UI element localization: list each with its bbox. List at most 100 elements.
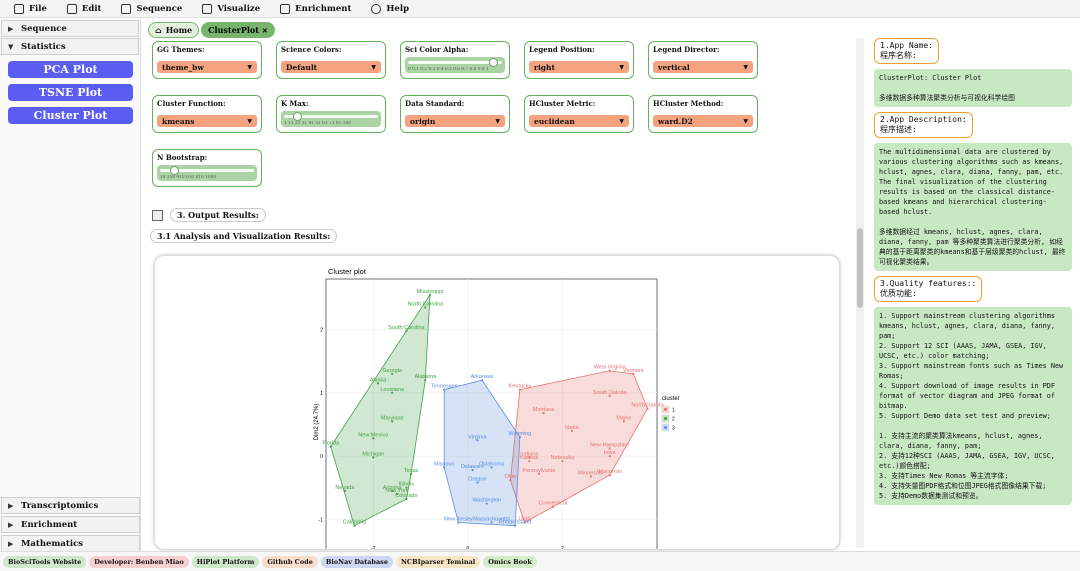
science-colors-value: Default bbox=[286, 62, 318, 72]
point-label: Texas bbox=[404, 468, 419, 474]
point-pennsylvania bbox=[537, 472, 540, 475]
slider-ticks: 10 210 410 610 810 1000 bbox=[160, 175, 217, 180]
footer-links: BioSciTools Website Developer: Benben Mi… bbox=[0, 551, 1080, 571]
point-florida bbox=[329, 445, 332, 448]
scroll-thumb[interactable] bbox=[857, 228, 863, 308]
slider-handle[interactable] bbox=[292, 112, 302, 121]
k-max-slider[interactable]: 1 11 21 31 41 51 61 71 81 100 bbox=[281, 111, 381, 127]
tab-clusterplot[interactable]: ClusterPlot ✕ bbox=[201, 22, 275, 38]
hcluster-method-select[interactable]: ward.D2 ▼ bbox=[653, 115, 753, 127]
point-label: Pennsylvania bbox=[522, 468, 556, 474]
point-label: Michigan bbox=[362, 451, 384, 457]
sidebar-section-mathematics[interactable]: ▶ Mathematics bbox=[1, 535, 140, 552]
menu-sequence[interactable]: Sequence bbox=[121, 3, 183, 14]
point-label: Florida bbox=[322, 441, 340, 447]
sidebar-section-label: Statistics bbox=[21, 41, 66, 52]
point-label: Colorado bbox=[395, 493, 417, 499]
legend-position-select[interactable]: right ▼ bbox=[529, 61, 629, 73]
point-label: Arkansas bbox=[471, 374, 494, 380]
point-label: Vermont bbox=[623, 368, 644, 374]
footer-link-developer[interactable]: Developer: Benben Miao bbox=[89, 555, 189, 568]
tab-home[interactable]: ⌂ Home bbox=[148, 22, 200, 38]
x-tick-label: 0 bbox=[466, 546, 469, 550]
point-colorado bbox=[405, 498, 408, 501]
point-nevada bbox=[343, 489, 347, 493]
plot-card: Cluster plot Dim2 (24.7%) Mississippi Nor… bbox=[154, 255, 840, 550]
info-panel: 1.App Name: 程序名称: ClusterPlot: Cluster P… bbox=[866, 38, 1080, 548]
point-label: Virginia bbox=[468, 434, 487, 440]
cluster-function-value: kmeans bbox=[162, 116, 195, 126]
menu-enrichment[interactable]: Enrichment bbox=[280, 3, 351, 14]
point-oregon bbox=[476, 481, 479, 484]
point-label: Montana bbox=[533, 407, 555, 413]
sidebar-section-sequence[interactable]: ▶ Sequence bbox=[1, 20, 139, 37]
point-new-mexico bbox=[372, 437, 375, 440]
menu-help[interactable]: Help bbox=[371, 3, 409, 14]
point-new-york bbox=[395, 492, 399, 496]
point-label: Mississippi bbox=[417, 289, 444, 295]
menu-visualize-label: Visualize bbox=[217, 3, 261, 14]
sci-color-alpha-label: Sci Color Alpha: bbox=[405, 45, 469, 54]
point-maine bbox=[622, 420, 625, 423]
hcluster-metric-select[interactable]: euclidean ▼ bbox=[529, 115, 629, 127]
point-label: Wisconsin bbox=[597, 469, 622, 475]
point-label: Louisiana bbox=[380, 387, 404, 393]
point-label: Minnesota bbox=[578, 470, 604, 476]
point-label: New Jersey bbox=[444, 517, 473, 523]
n-bootstrap-box: N Bootstrap: 10 210 410 610 810 1000 bbox=[152, 149, 262, 187]
chart-title: Cluster plot bbox=[328, 267, 367, 276]
slider-handle[interactable] bbox=[488, 58, 498, 67]
cluster-plot-button[interactable]: Cluster Plot bbox=[8, 107, 133, 124]
hcluster-metric-box: HCluster Metric: euclidean ▼ bbox=[524, 95, 634, 133]
gg-themes-select[interactable]: theme_bw ▼ bbox=[157, 61, 257, 73]
science-colors-select[interactable]: Default ▼ bbox=[281, 61, 381, 73]
point-washington bbox=[485, 502, 488, 505]
gg-themes-label: GG Themes: bbox=[157, 45, 205, 54]
sci-color-alpha-slider[interactable]: 0 0.1 0.2 0.3 0.4 0.5 0.6 0.7 0.8 0.9 1 bbox=[405, 57, 505, 73]
k-max-label: K Max: bbox=[281, 99, 309, 108]
vertical-scrollbar[interactable] bbox=[856, 38, 864, 548]
menu-file[interactable]: File bbox=[14, 3, 47, 14]
point-label: Missouri bbox=[434, 462, 454, 468]
footer-link-bionav[interactable]: BioNav Database bbox=[320, 555, 393, 568]
quality-features-box: 1. Support mainstream clustering algorit… bbox=[874, 307, 1072, 505]
point-south-carolina bbox=[405, 329, 408, 332]
point-kansas bbox=[528, 460, 531, 463]
slider-handle[interactable] bbox=[170, 166, 180, 175]
sidebar-section-statistics[interactable]: ▼ Statistics bbox=[1, 38, 139, 55]
footer-link-ncbiparser[interactable]: NCBIparser Teminal bbox=[395, 555, 481, 568]
data-standard-select[interactable]: origin ▼ bbox=[405, 115, 505, 127]
legend-director-value: vertical bbox=[658, 62, 690, 72]
legend-director-box: Legend Director: vertical ▼ bbox=[648, 41, 758, 79]
point-mississippi bbox=[428, 293, 432, 296]
cluster-function-select[interactable]: kmeans ▼ bbox=[157, 115, 257, 127]
point-north-dakota bbox=[646, 407, 649, 410]
tab-home-label: Home bbox=[165, 25, 193, 35]
footer-link-hiplot[interactable]: HiPlot Platform bbox=[191, 555, 260, 568]
n-bootstrap-slider[interactable]: 10 210 410 610 810 1000 bbox=[157, 165, 257, 181]
legend-director-label: Legend Director: bbox=[653, 45, 720, 54]
gg-themes-value: theme_bw bbox=[162, 62, 204, 72]
close-icon[interactable]: ✕ bbox=[261, 25, 268, 35]
point-label: Idaho bbox=[565, 425, 579, 431]
footer-link-github[interactable]: Github Code bbox=[262, 555, 318, 568]
tsne-plot-button[interactable]: TSNE Plot bbox=[8, 84, 133, 101]
point-alaska bbox=[376, 382, 380, 385]
menu-edit[interactable]: Edit bbox=[66, 3, 101, 14]
chart-icon[interactable] bbox=[152, 209, 163, 221]
sidebar-section-transcriptomics[interactable]: ▶ Transcriptomics bbox=[1, 497, 140, 514]
point-label: Nebraska bbox=[551, 455, 575, 461]
sidebar-section-enrichment[interactable]: ▶ Enrichment bbox=[1, 516, 140, 533]
pca-plot-button[interactable]: PCA Plot bbox=[8, 61, 133, 78]
menu-visualize[interactable]: Visualize bbox=[202, 3, 261, 14]
footer-link-biscitools[interactable]: BioSciTools Website bbox=[3, 555, 87, 568]
legend-director-select[interactable]: vertical ▼ bbox=[653, 61, 753, 73]
point-indiana bbox=[528, 456, 531, 459]
science-colors-box: Science Colors: Default ▼ bbox=[276, 41, 386, 79]
footer-link-omics-book[interactable]: Omics Book bbox=[483, 555, 537, 568]
point-label: Arizona bbox=[383, 485, 403, 491]
point-label: California bbox=[343, 520, 367, 526]
point-utah bbox=[523, 521, 526, 524]
menu-sequence-label: Sequence bbox=[136, 3, 183, 14]
caret-right-icon: ▶ bbox=[8, 539, 14, 548]
